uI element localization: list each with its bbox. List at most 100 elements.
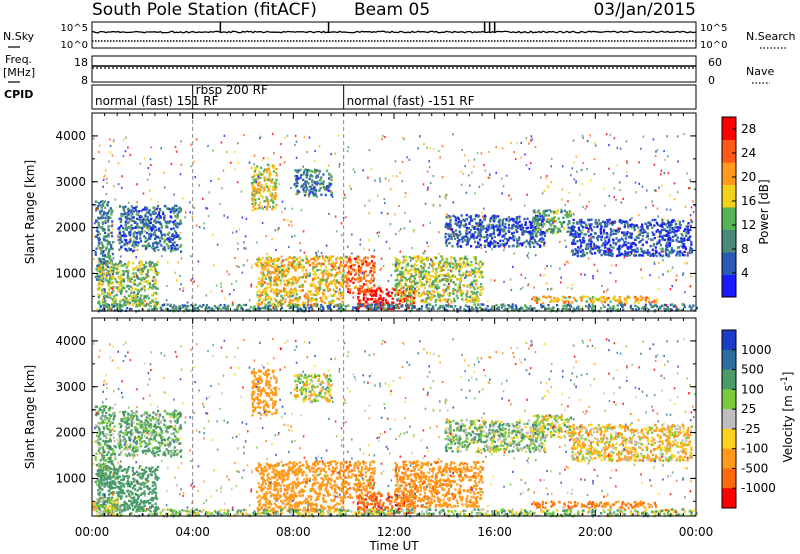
echo-cell — [251, 182, 254, 185]
echo-cell — [369, 293, 372, 296]
echo-cell — [357, 304, 360, 307]
echo-cell — [414, 256, 417, 259]
echo-cell — [314, 168, 317, 172]
echo-cell — [458, 259, 461, 262]
echo-cell — [335, 273, 338, 277]
echo-cell — [453, 230, 456, 234]
echo-cell — [140, 240, 143, 243]
echo-cell — [179, 210, 182, 213]
echo-cell — [529, 237, 532, 240]
echo-cell — [515, 238, 518, 241]
echo-cell — [227, 304, 230, 307]
echo-cell — [176, 207, 180, 211]
echo-cell — [472, 299, 475, 302]
echo-cell — [159, 216, 162, 219]
echo-cell — [476, 245, 479, 248]
echo-cell — [544, 214, 548, 217]
echo-cell — [617, 230, 620, 233]
echo-cell — [350, 271, 353, 274]
echo-cell — [538, 239, 541, 243]
echo-cell — [327, 189, 330, 192]
echo-cell — [299, 168, 302, 171]
echo-cell — [357, 306, 360, 309]
echo-cell — [618, 296, 621, 299]
echo-cell — [109, 144, 112, 147]
echo-cell — [124, 220, 127, 223]
echo-cell — [521, 307, 524, 310]
echo-cell — [507, 216, 510, 219]
echo-cell — [462, 224, 466, 227]
echo-cell — [648, 251, 651, 254]
echo-cell — [681, 242, 684, 245]
echo-cell — [272, 170, 275, 173]
echo-cell — [331, 261, 334, 264]
echo-cell — [118, 306, 121, 309]
echo-cell — [260, 264, 263, 267]
echo-cell — [255, 307, 258, 311]
echo-cell — [266, 258, 269, 262]
echo-cell — [299, 176, 302, 179]
echo-cell — [475, 272, 478, 275]
echo-cell — [187, 305, 190, 308]
echo-cell — [643, 307, 646, 311]
echo-cell — [265, 261, 269, 265]
echo-cell — [274, 188, 277, 191]
echo-cell — [501, 221, 504, 225]
echo-cell — [179, 306, 182, 310]
echo-cell — [103, 238, 106, 241]
echo-cell — [676, 252, 679, 255]
echo-cell — [130, 291, 133, 295]
echo-cell — [609, 133, 612, 136]
echo-cell — [689, 228, 692, 232]
echo-cell — [306, 274, 309, 277]
echo-cell — [274, 197, 277, 201]
echo-cell — [396, 297, 399, 301]
echo-cell — [540, 214, 544, 217]
echo-cell — [683, 239, 686, 242]
echo-cell — [420, 267, 423, 270]
echo-cell — [313, 265, 317, 269]
echo-cell — [133, 299, 136, 302]
echo-cell — [552, 306, 555, 309]
echo-cell — [474, 259, 477, 262]
echo-cell — [558, 228, 561, 231]
echo-cell — [329, 174, 333, 177]
echo-cell — [424, 282, 428, 285]
echo-cell — [582, 226, 585, 229]
echo-cell — [262, 268, 265, 271]
echo-cell — [273, 267, 276, 270]
echo-cell — [136, 292, 140, 295]
echo-cell — [613, 295, 616, 298]
echo-cell — [507, 304, 510, 307]
beam-title: Beam 05 — [354, 0, 430, 20]
echo-cell — [564, 296, 567, 300]
echo-cell — [178, 305, 181, 308]
echo-cell — [105, 262, 108, 265]
echo-cell — [106, 214, 109, 217]
echo-cell — [500, 227, 503, 230]
echo-cell — [615, 299, 618, 302]
echo-cell — [303, 194, 306, 197]
echo-cell — [154, 302, 157, 305]
echo-cell — [519, 228, 522, 231]
echo-cell — [467, 305, 471, 308]
echo-cell — [134, 206, 137, 210]
echo-cell — [98, 286, 102, 289]
echo-cell — [153, 209, 156, 213]
echo-cell — [678, 220, 682, 224]
echo-cell — [674, 226, 677, 229]
echo-cell — [670, 251, 673, 254]
echo-cell — [118, 226, 121, 229]
echo-cell — [383, 197, 386, 201]
echo-cell — [607, 251, 610, 255]
echo-cell — [321, 292, 324, 295]
echo-cell — [130, 219, 133, 222]
echo-cell — [140, 294, 143, 297]
echo-cell — [532, 216, 535, 219]
echo-cell — [296, 279, 299, 282]
echo-cell — [130, 276, 133, 279]
echo-cell — [643, 228, 646, 232]
echo-cell — [601, 300, 604, 303]
echo-cell — [656, 223, 660, 227]
echo-cell — [141, 228, 144, 231]
